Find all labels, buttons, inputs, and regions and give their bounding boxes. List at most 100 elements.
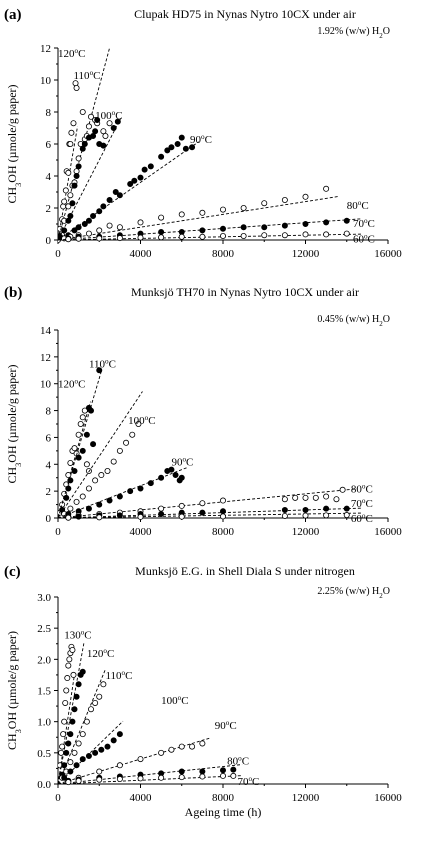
data-point <box>158 153 165 160</box>
data-point <box>92 749 99 756</box>
y-tick-label: 4 <box>46 171 52 183</box>
data-point <box>75 681 82 688</box>
series <box>58 642 86 785</box>
data-point <box>199 509 206 516</box>
data-point <box>75 431 82 438</box>
data-point <box>199 233 206 240</box>
x-tick-label: 4000 <box>130 248 153 260</box>
series <box>58 185 340 242</box>
y-tick-label: 2 <box>46 203 52 215</box>
series <box>58 720 124 785</box>
data-point <box>70 120 77 127</box>
data-point <box>158 505 165 512</box>
series-label: 80oC <box>347 199 369 212</box>
trend-line <box>58 371 102 519</box>
data-point <box>219 497 226 504</box>
data-point <box>123 439 130 446</box>
data-point <box>79 447 86 454</box>
data-point <box>79 109 86 116</box>
data-point <box>137 174 144 181</box>
data-point <box>85 505 92 512</box>
data-point <box>100 142 107 149</box>
trend-line <box>58 391 143 519</box>
data-point <box>96 235 103 242</box>
data-point <box>61 227 68 234</box>
data-point <box>88 113 95 120</box>
data-point <box>90 212 97 219</box>
data-point <box>65 779 72 786</box>
data-point <box>100 203 107 210</box>
data-point <box>230 766 237 773</box>
data-point <box>75 224 82 231</box>
series <box>58 643 77 785</box>
trend-line <box>58 507 362 519</box>
data-point <box>137 756 144 763</box>
data-point <box>96 227 103 234</box>
series-label: 80oC <box>351 482 373 495</box>
data-point <box>75 454 82 461</box>
data-point <box>79 145 86 152</box>
data-point <box>73 693 80 700</box>
data-point <box>281 232 288 239</box>
water-content-note: 2.25% (w/w) H2O <box>317 586 390 600</box>
series <box>58 512 362 521</box>
panel-letter: (c) <box>4 564 21 580</box>
data-point <box>79 756 86 763</box>
data-point <box>168 144 175 151</box>
data-point <box>114 118 121 125</box>
x-tick-label: 12000 <box>292 248 320 260</box>
series-label: 80oC <box>227 754 249 767</box>
data-point <box>281 222 288 229</box>
data-point <box>281 196 288 203</box>
y-tick-label: 4 <box>46 459 52 471</box>
x-tick-label: 16000 <box>374 526 402 538</box>
data-point <box>127 488 134 495</box>
data-point <box>230 772 237 779</box>
series <box>58 367 103 519</box>
series-label: 120oC <box>58 378 85 391</box>
data-point <box>158 510 165 517</box>
water-content-note: 0.45% (w/w) H2O <box>317 314 390 328</box>
data-point <box>79 668 86 675</box>
data-point <box>343 230 350 237</box>
series-label: 110oC <box>73 69 100 82</box>
data-point <box>189 743 196 750</box>
data-point <box>240 232 247 239</box>
data-point <box>85 217 92 224</box>
water-content-note: 1.92% (w/w) H2O <box>317 26 390 40</box>
data-point <box>219 232 226 239</box>
trend-line <box>58 466 189 519</box>
trend-line <box>58 488 357 519</box>
data-point <box>178 134 185 141</box>
data-point <box>73 762 80 769</box>
data-point <box>81 407 88 414</box>
data-point <box>98 746 105 753</box>
y-tick-label: 0 <box>46 235 52 247</box>
data-point <box>92 128 99 135</box>
data-point <box>64 675 71 682</box>
data-point <box>83 431 90 438</box>
trend-line <box>58 775 243 785</box>
data-point <box>106 196 113 203</box>
data-point <box>104 743 111 750</box>
data-point <box>71 706 78 713</box>
data-point <box>219 513 226 520</box>
chart-panel: (c) Munksjö E.G. in Shell Diala S under n… <box>4 564 402 819</box>
data-point <box>302 494 309 501</box>
data-point <box>112 188 119 195</box>
series-label: 90oC <box>171 456 193 469</box>
series-label: 70oC <box>353 217 375 230</box>
series-label: 70oC <box>237 775 259 788</box>
data-point <box>65 236 72 243</box>
data-point <box>147 480 154 487</box>
data-point <box>71 467 78 474</box>
x-tick-label: 8000 <box>212 792 235 804</box>
data-point <box>77 420 84 427</box>
y-tick-label: 0.5 <box>37 748 51 760</box>
data-point <box>61 774 68 781</box>
data-point <box>219 225 226 232</box>
data-point <box>158 749 165 756</box>
data-point <box>94 117 101 124</box>
data-point <box>96 768 103 775</box>
